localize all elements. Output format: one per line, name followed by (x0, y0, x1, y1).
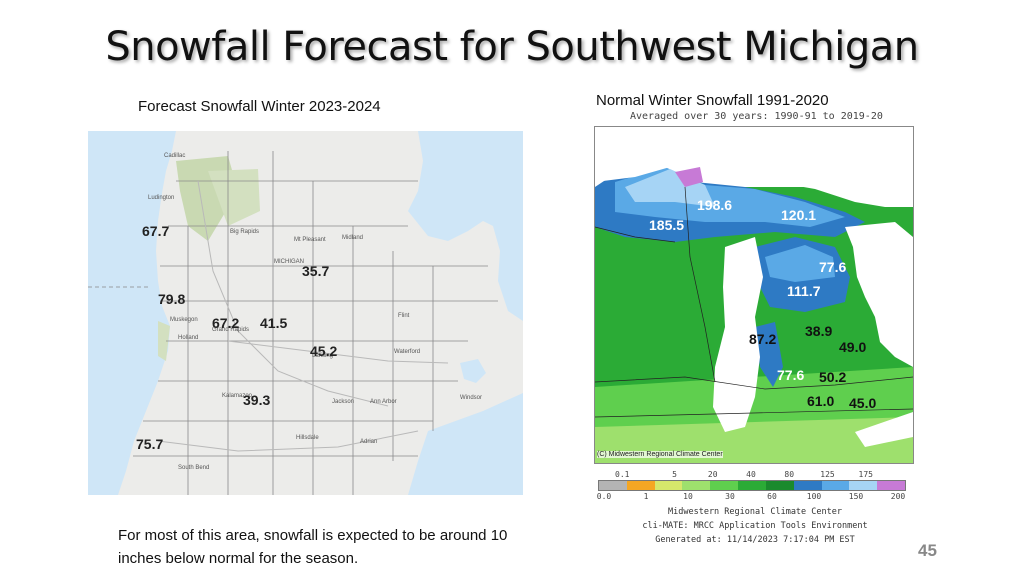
forecast-value: 67.7 (142, 223, 170, 239)
forecast-value: 39.3 (243, 392, 271, 408)
normal-value: 120.1 (781, 207, 817, 223)
normal-map-caption: Normal Winter Snowfall 1991-2020 (596, 92, 829, 109)
place-label: Muskegon (170, 317, 198, 323)
normal-value: 77.6 (777, 367, 805, 383)
legend-tick-label: 5 (672, 470, 677, 479)
place-label: Waterford (394, 349, 421, 355)
legend-swatch (682, 481, 711, 490)
legend-swatch (710, 481, 739, 490)
legend-tick-label: 150 (848, 492, 864, 501)
legend-tick-label: 125 (820, 470, 835, 479)
place-label: Jackson (332, 399, 355, 405)
legend-tick-label: 80 (784, 470, 795, 479)
place-label: Ann Arbor (370, 399, 397, 405)
place-label: Ludington (148, 195, 175, 201)
normal-value: 45.0 (849, 395, 877, 411)
normal-snowfall-map: (C) Midwestern Regional Climate Center 1… (594, 126, 914, 464)
place-label: MICHIGAN (274, 259, 304, 265)
forecast-map-basemap (88, 131, 523, 495)
normal-value: 38.9 (805, 323, 833, 339)
slide-title: Snowfall Forecast for Southwest Michigan (105, 24, 919, 70)
place-label: Flint (398, 313, 410, 319)
place-label: Cadillac (164, 153, 186, 159)
place-label: South Bend (178, 465, 210, 471)
place-label: Holland (178, 335, 199, 341)
legend-tick-label: 100 (806, 492, 822, 501)
place-label: Windsor (460, 395, 483, 401)
legend-tick-label: 175 (858, 470, 873, 479)
legend-swatch (654, 481, 683, 490)
summary-text: For most of this area, snowfall is expec… (118, 527, 508, 567)
place-label: Lansing (312, 353, 334, 359)
legend-tick-label: 10 (683, 492, 693, 501)
forecast-value: 35.7 (302, 263, 330, 279)
place-label: Grand Rapids (212, 327, 250, 333)
legend-swatch (849, 481, 878, 490)
legend-tick-label: 0.1 (615, 470, 630, 479)
normal-map-shading (595, 127, 913, 463)
legend-swatch (765, 481, 794, 490)
normal-value: 198.6 (697, 197, 733, 213)
credit-line: cli-MATE: MRCC Application Tools Environ… (642, 521, 868, 531)
legend-tick-label: 20 (707, 470, 718, 479)
legend-tick-label: 40 (746, 470, 756, 479)
forecast-value: 45.2 (310, 343, 338, 359)
credit-line: Generated at: 11/14/2023 7:17:04 PM EST (655, 535, 855, 545)
forecast-map-caption: Forecast Snowfall Winter 2023-2024 (138, 98, 381, 115)
forecast-value: 75.7 (136, 436, 164, 452)
map-watermark: (C) Midwestern Regional Climate Center (597, 451, 723, 458)
normal-value: 49.0 (839, 339, 867, 355)
legend-tick-label: 200 (890, 492, 906, 501)
legend-swatch (793, 481, 822, 490)
legend-swatch (599, 481, 627, 490)
page-number: 45 (918, 541, 937, 560)
normal-value: 87.2 (749, 331, 777, 347)
place-label: Kalamazoo (222, 393, 253, 399)
normal-value: 77.6 (819, 259, 847, 275)
normal-value: 61.0 (807, 393, 835, 409)
legend-swatch (877, 481, 905, 490)
legend-swatch (821, 481, 850, 490)
normal-map-subcaption: Averaged over 30 years: 1990-91 to 2019-… (630, 111, 883, 122)
place-label: Mt Pleasant (294, 237, 326, 243)
credit-line: Midwestern Regional Climate Center (668, 507, 842, 517)
legend-tick-label: 60 (767, 492, 777, 501)
place-label: Big Rapids (230, 229, 260, 235)
legend-swatch (626, 481, 655, 490)
forecast-value: 41.5 (260, 315, 288, 331)
normal-value: 185.5 (649, 217, 685, 233)
legend-tick-label: 30 (725, 492, 735, 501)
forecast-map: Cadillac Ludington Big Rapids Mt Pleasan… (88, 131, 523, 495)
normal-value: 50.2 (819, 369, 847, 385)
legend-tick-label: 1 (643, 492, 649, 501)
legend-tick-label: 0.0 (596, 492, 612, 501)
place-label: Midland (342, 235, 364, 241)
normal-value: 111.7 (787, 283, 821, 299)
legend-colorbar (598, 480, 906, 491)
legend-swatch (738, 481, 766, 490)
forecast-value: 67.2 (212, 315, 240, 331)
forecast-value: 79.8 (158, 291, 186, 307)
place-label: Hillsdale (296, 435, 319, 441)
place-label: Adrian (360, 439, 378, 445)
